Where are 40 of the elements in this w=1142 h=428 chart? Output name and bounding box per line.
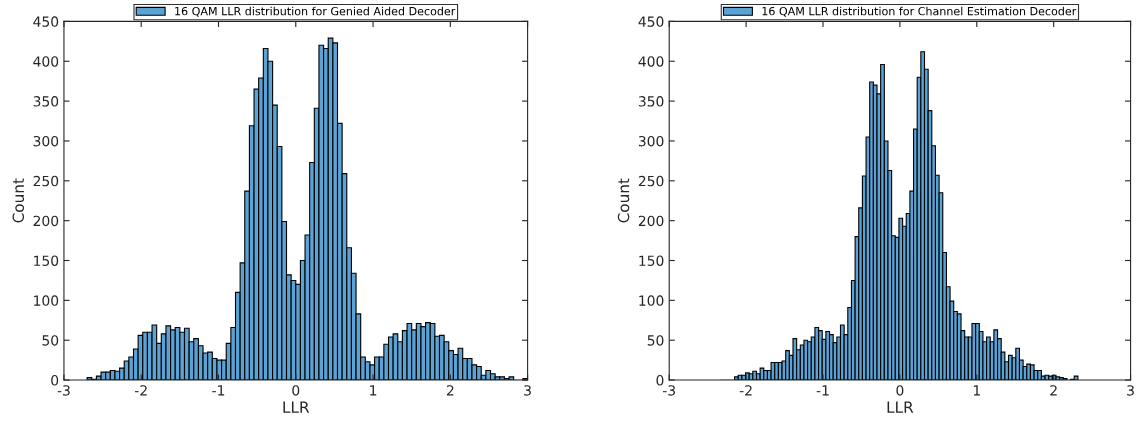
y-tick-label: 350: [33, 96, 59, 107]
x-tick-label: -3: [662, 385, 676, 396]
legend-label: 16 QAM LLR distribution for Genied Aided Decoder: [175, 6, 456, 17]
y-tick-label: 200: [638, 215, 664, 227]
x-tick-label: 3: [1127, 385, 1134, 396]
y-tick-label: 250: [638, 175, 664, 187]
y-tick-label: 450: [33, 16, 59, 27]
x-axis-title: LLR: [887, 401, 914, 413]
x-tick-label: 1: [370, 385, 377, 396]
y-tick-label: 400: [33, 56, 59, 67]
x-tick-label: 2: [446, 385, 454, 396]
y-tick-label: 150: [34, 255, 59, 266]
legend-label: 16 QAM LLR distribution for Channel Estimation Decoder: [762, 6, 1077, 17]
y-tick-label: 50: [647, 335, 664, 346]
x-tick-label: 0: [896, 385, 904, 396]
x-tick-label: 3: [524, 385, 531, 396]
y-tick-label: 350: [638, 96, 664, 107]
y-tick-label: 450: [638, 16, 664, 27]
x-tick-label: 2: [1050, 385, 1057, 396]
y-tick-label: 100: [639, 295, 664, 306]
x-tick-label: -2: [134, 385, 147, 396]
x-tick-label: -2: [739, 385, 752, 396]
y-tick-label: 100: [34, 295, 59, 306]
y-axis-title: Count: [617, 178, 630, 223]
y-tick-label: 300: [638, 135, 664, 147]
x-tick-label: -1: [212, 385, 225, 396]
x-tick-label: -1: [816, 385, 829, 396]
y-tick-label: 150: [639, 255, 664, 266]
y-tick-label: 300: [33, 135, 59, 147]
y-tick-label: 400: [638, 56, 664, 67]
x-tick-label: 0: [292, 385, 300, 396]
y-axis-title: Count: [12, 178, 25, 223]
y-tick-label: 0: [656, 375, 664, 386]
y-tick-label: 250: [33, 175, 59, 187]
y-tick-label: 200: [33, 215, 59, 227]
x-axis-title: LLR: [283, 401, 310, 413]
x-tick-label: -3: [57, 385, 70, 396]
y-tick-label: 50: [42, 335, 59, 346]
y-tick-label: 0: [51, 375, 59, 386]
x-tick-label: 1: [973, 385, 980, 396]
